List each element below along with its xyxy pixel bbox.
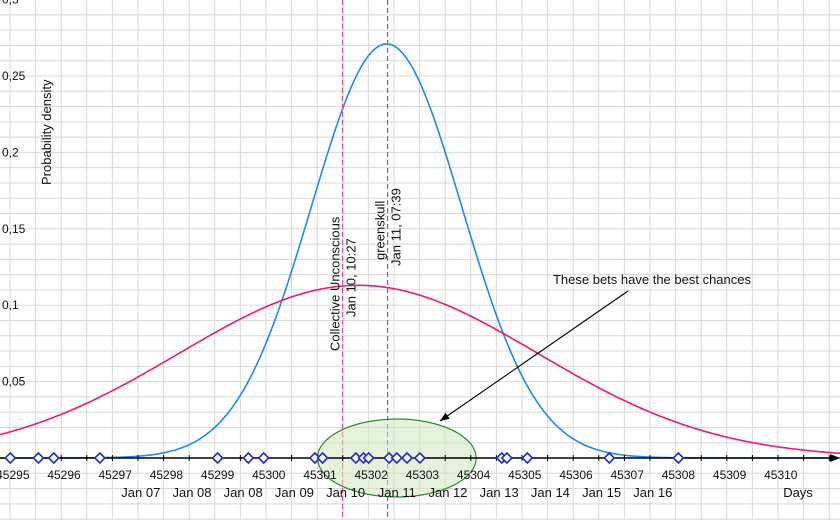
x-tick-label: 45302 xyxy=(355,468,389,482)
y-tick-labels: 0,05 0,1 0,15 0,2 0,25 0,3 xyxy=(2,0,26,389)
bet-marker[interactable] xyxy=(4,451,17,465)
date-label: Jan 08 xyxy=(172,485,211,500)
bet-marker[interactable] xyxy=(211,451,224,465)
date-label: Jan 15 xyxy=(582,485,621,500)
bet-marker[interactable] xyxy=(500,451,514,465)
date-label: Jan 07 xyxy=(121,485,160,500)
x-tick-label: 45307 xyxy=(611,468,645,482)
annotation: These bets have the best chances xyxy=(439,272,752,422)
x-axis-arrow xyxy=(830,454,840,462)
x-axis-label: Days xyxy=(783,485,813,500)
y-tick-label: 0,3 xyxy=(2,0,19,7)
date-label: Jan 09 xyxy=(275,485,314,500)
date-label: Jan 10 xyxy=(326,485,365,500)
x-tick-label: 45309 xyxy=(713,468,747,482)
bet-marker[interactable] xyxy=(672,451,685,465)
bet-marker[interactable] xyxy=(47,451,60,465)
marker-name-label: Collective Unconscious xyxy=(328,216,343,351)
annotation-arrow-line xyxy=(439,290,629,422)
x-tick-label: 45298 xyxy=(150,468,184,482)
date-label: Jan 12 xyxy=(428,485,467,500)
annotation-arrow-head xyxy=(440,412,450,421)
x-tick-label: 45299 xyxy=(201,468,235,482)
bet-marker[interactable] xyxy=(400,451,414,465)
bet-marker[interactable] xyxy=(603,451,616,465)
marker-date-label: Jan 10, 10:27 xyxy=(344,238,359,317)
marker-date-label: Jan 11, 07:39 xyxy=(389,188,404,266)
marker-name-label: greenskull xyxy=(373,201,388,260)
bet-marker[interactable] xyxy=(413,451,426,465)
bet-marker[interactable] xyxy=(242,451,255,465)
date-label: Jan 14 xyxy=(531,485,570,500)
bet-marker[interactable] xyxy=(93,451,106,465)
y-tick-label: 0,1 xyxy=(2,298,19,312)
x-tick-label: 45303 xyxy=(406,468,440,482)
y-axis-label: Probability density xyxy=(39,79,54,185)
bet-marker[interactable] xyxy=(362,451,375,465)
series-line-2 xyxy=(0,284,840,455)
x-tick-label: 45304 xyxy=(457,468,491,482)
x-tick-label: 45305 xyxy=(508,468,542,482)
x-tick-label: 45306 xyxy=(559,468,593,482)
y-tick-label: 0,05 xyxy=(2,375,26,389)
x-tick-label: 45300 xyxy=(252,468,286,482)
bet-marker[interactable] xyxy=(32,451,45,465)
bet-marker[interactable] xyxy=(390,451,403,465)
x-tick-label: 45296 xyxy=(47,468,81,482)
y-tick-label: 0,2 xyxy=(2,145,19,159)
x-tick-label: 45310 xyxy=(764,468,798,482)
bet-marker[interactable] xyxy=(257,451,270,465)
bet-markers xyxy=(4,451,685,465)
date-label: Jan 11 xyxy=(378,485,416,500)
x-tick-label: 45297 xyxy=(99,468,133,482)
x-tick-label: 45301 xyxy=(303,468,337,482)
x-tick-label: 45308 xyxy=(662,468,696,482)
annotation-text: These bets have the best chances xyxy=(553,272,752,287)
date-label: Jan 08 xyxy=(224,485,263,500)
date-label: Jan 16 xyxy=(633,485,672,500)
vertical-markers: Collective Unconscious Jan 10, 10:27 green… xyxy=(328,0,404,520)
x-tick-labels: 45295 45296 45297 45298 45299 45300 45301 45302… xyxy=(0,468,798,482)
date-label: Jan 13 xyxy=(480,485,519,500)
date-labels: Jan 07 Jan 08 Jan 08 Jan 09 Jan 10 Jan 11 Jan … xyxy=(121,485,672,500)
y-tick-label: 0,25 xyxy=(2,69,26,83)
bet-marker[interactable] xyxy=(521,451,534,465)
y-tick-label: 0,15 xyxy=(2,222,26,236)
bet-marker[interactable] xyxy=(316,451,329,465)
x-tick-label: 45295 xyxy=(0,468,30,482)
